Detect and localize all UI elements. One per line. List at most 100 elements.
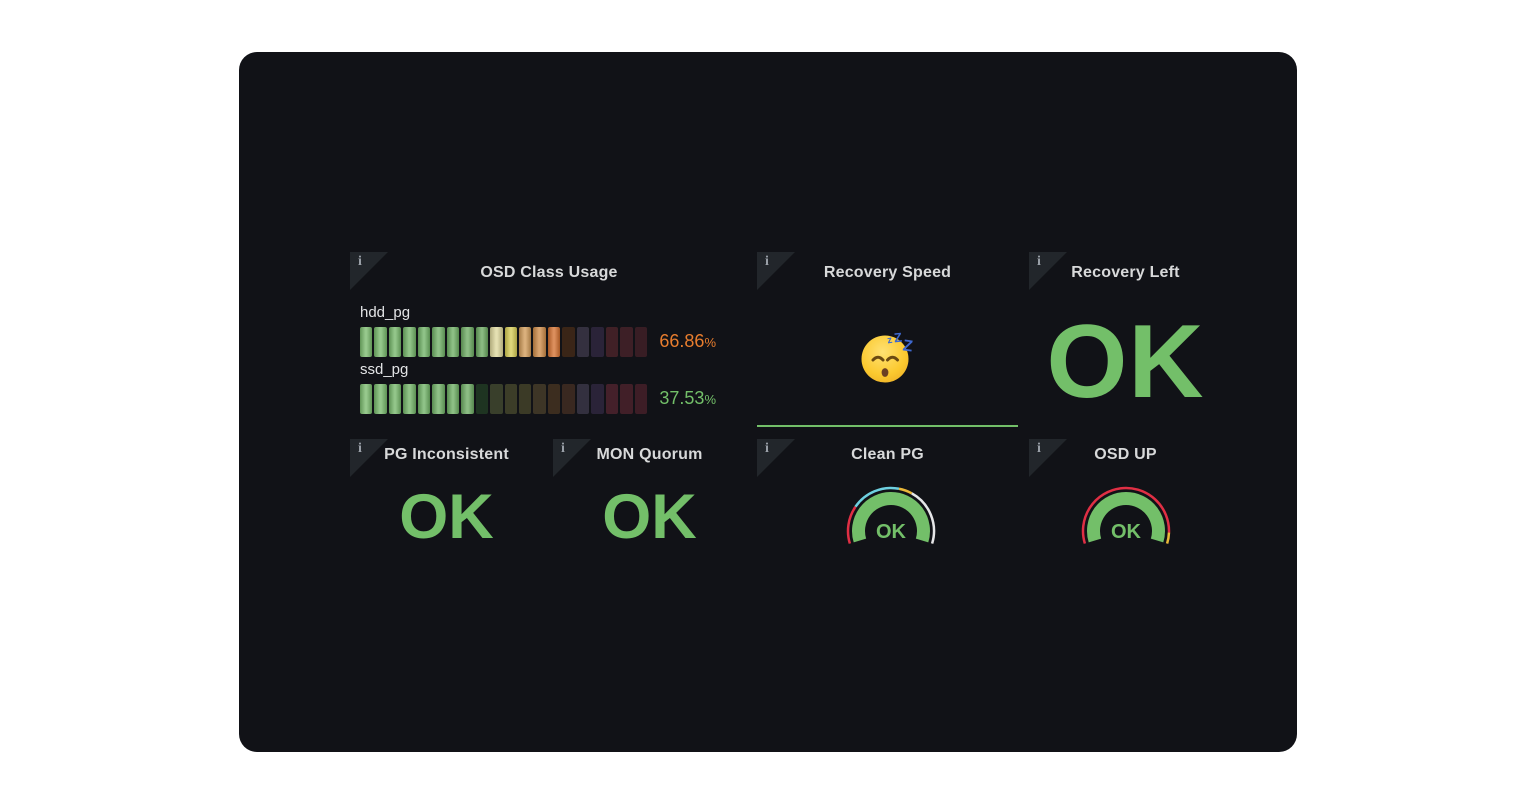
emoji-right-eye bbox=[886, 355, 899, 362]
bar-gauge-cell bbox=[461, 327, 474, 357]
panel-title-osd-class-usage[interactable]: OSD Class Usage bbox=[480, 264, 618, 281]
svg-text:z: z bbox=[886, 335, 893, 347]
bar-gauge-cell bbox=[403, 384, 416, 414]
gauge-threshold-arc bbox=[1081, 486, 1171, 544]
bar-gauge-cell bbox=[374, 384, 387, 414]
bar-gauge-cell bbox=[475, 327, 489, 357]
bar-gauge-cell bbox=[432, 327, 445, 357]
bar-gauge-cell bbox=[533, 384, 546, 414]
bar-gauge-cell bbox=[605, 384, 619, 414]
value-number: 37.53 bbox=[659, 388, 705, 408]
panel-info-corner[interactable]: i bbox=[757, 252, 795, 290]
bar-gauge-cell bbox=[388, 327, 402, 357]
panel-title-osd-up[interactable]: OSD UP bbox=[1094, 446, 1157, 463]
mon-quorum-status-value: OK bbox=[602, 482, 697, 552]
bar-gauge-value-ssd-pg: 37.53% bbox=[650, 387, 716, 411]
emoji-left-eye bbox=[871, 355, 885, 362]
emoji-mouth bbox=[881, 368, 889, 377]
grafana-dashboard: i OSD Class Usage hdd_pg 66.86% ssd_pg 3… bbox=[239, 52, 1297, 752]
bar-gauge-cell bbox=[504, 327, 517, 357]
gauge-threshold-arc bbox=[1165, 532, 1171, 544]
bar-gauge-cell bbox=[461, 384, 474, 414]
bar-gauge-cell bbox=[360, 327, 373, 357]
osd-up-gauge: OK bbox=[1081, 486, 1171, 544]
info-icon: i bbox=[765, 441, 769, 456]
emoji-zzz: z Z Z bbox=[886, 330, 914, 356]
clean-pg-status-value: OK bbox=[876, 521, 907, 543]
info-icon: i bbox=[561, 441, 565, 456]
info-icon: i bbox=[765, 254, 769, 269]
svg-text:Z: Z bbox=[902, 337, 914, 355]
panel-title-pg-inconsistent[interactable]: PG Inconsistent bbox=[384, 446, 509, 463]
panel-osd-up: i OSD UP OK bbox=[1029, 437, 1222, 547]
bar-gauge-cell bbox=[576, 384, 590, 414]
panel-pg-inconsistent: i PG Inconsistent OK bbox=[350, 437, 543, 552]
panel-info-corner[interactable]: i bbox=[350, 252, 388, 290]
panel-recovery-speed: i Recovery Speed z Z Z bbox=[757, 250, 1018, 428]
bar-gauge-cell bbox=[403, 327, 416, 357]
panel-clean-pg: i Clean PG OK bbox=[757, 437, 1018, 547]
panel-osd-class-usage: i OSD Class Usage hdd_pg 66.86% ssd_pg 3… bbox=[350, 250, 748, 428]
panel-info-corner[interactable]: i bbox=[350, 439, 388, 477]
gauge-threshold-arc bbox=[898, 487, 913, 495]
bar-gauge-cell bbox=[591, 327, 604, 357]
bar-gauge-cell bbox=[562, 384, 575, 414]
bar-gauge-cell bbox=[446, 327, 460, 357]
info-icon: i bbox=[1037, 441, 1041, 456]
gauge-threshold-arc bbox=[911, 492, 936, 544]
bar-gauge-cell bbox=[620, 384, 633, 414]
panel-title-mon-quorum[interactable]: MON Quorum bbox=[596, 446, 703, 463]
bar-gauge-cell bbox=[533, 327, 546, 357]
bar-gauge-cell bbox=[490, 384, 503, 414]
bar-gauge-cell bbox=[374, 327, 387, 357]
bar-gauge-cell bbox=[446, 384, 460, 414]
bar-gauge-cell bbox=[591, 384, 604, 414]
bar-gauge-cell bbox=[634, 384, 648, 414]
bar-gauge-ssd-pg bbox=[360, 384, 648, 414]
emoji-face bbox=[861, 335, 909, 383]
bar-gauge-cell bbox=[547, 384, 561, 414]
sleeping-face-emoji: z Z Z bbox=[861, 329, 917, 385]
gauge-value-arc bbox=[1087, 492, 1165, 543]
bar-gauge-value-hdd-pg: 66.86% bbox=[650, 330, 716, 354]
value-unit: % bbox=[704, 392, 716, 407]
bar-gauge-cell bbox=[388, 384, 402, 414]
recovery-speed-sparkline bbox=[757, 425, 1018, 427]
svg-text:Z: Z bbox=[893, 330, 903, 346]
clean-pg-gauge: OK bbox=[846, 486, 936, 544]
bar-gauge-label-ssd-pg: ssd_pg bbox=[360, 361, 409, 378]
bar-gauge-cell bbox=[504, 384, 517, 414]
info-icon: i bbox=[358, 254, 362, 269]
panel-info-corner[interactable]: i bbox=[1029, 439, 1067, 477]
bar-gauge-cell bbox=[605, 327, 619, 357]
bar-gauge-cell bbox=[417, 384, 431, 414]
info-icon: i bbox=[1037, 254, 1041, 269]
value-number: 66.86 bbox=[659, 331, 705, 351]
panel-title-clean-pg[interactable]: Clean PG bbox=[851, 446, 924, 463]
gauge-value-arc bbox=[852, 492, 930, 543]
panel-info-corner[interactable]: i bbox=[1029, 252, 1067, 290]
panel-info-corner[interactable]: i bbox=[553, 439, 591, 477]
bar-gauge-cell bbox=[576, 327, 590, 357]
bar-gauge-cell bbox=[417, 327, 431, 357]
bar-gauge-cell bbox=[518, 384, 532, 414]
gauge-threshold-arc bbox=[854, 486, 900, 508]
bar-gauge-cell bbox=[620, 327, 633, 357]
panel-recovery-left: i Recovery Left OK bbox=[1029, 250, 1222, 428]
bar-gauge-cell bbox=[547, 327, 561, 357]
gauge-threshold-arc bbox=[846, 506, 857, 544]
pg-inconsistent-status-value: OK bbox=[399, 482, 494, 552]
bar-gauge-cell bbox=[432, 384, 445, 414]
info-icon: i bbox=[358, 441, 362, 456]
bar-gauge-cell bbox=[518, 327, 532, 357]
osd-up-status-value: OK bbox=[1111, 521, 1142, 543]
bar-gauge-cell bbox=[360, 384, 373, 414]
bar-gauge-hdd-pg bbox=[360, 327, 648, 357]
bar-gauge-label-hdd-pg: hdd_pg bbox=[360, 304, 411, 321]
panel-info-corner[interactable]: i bbox=[757, 439, 795, 477]
panel-title-recovery-left[interactable]: Recovery Left bbox=[1071, 264, 1180, 281]
bar-gauge-cell bbox=[562, 327, 575, 357]
bar-gauge-cell bbox=[475, 384, 489, 414]
panel-title-recovery-speed[interactable]: Recovery Speed bbox=[823, 264, 952, 281]
recovery-left-status-value: OK bbox=[1046, 304, 1205, 420]
